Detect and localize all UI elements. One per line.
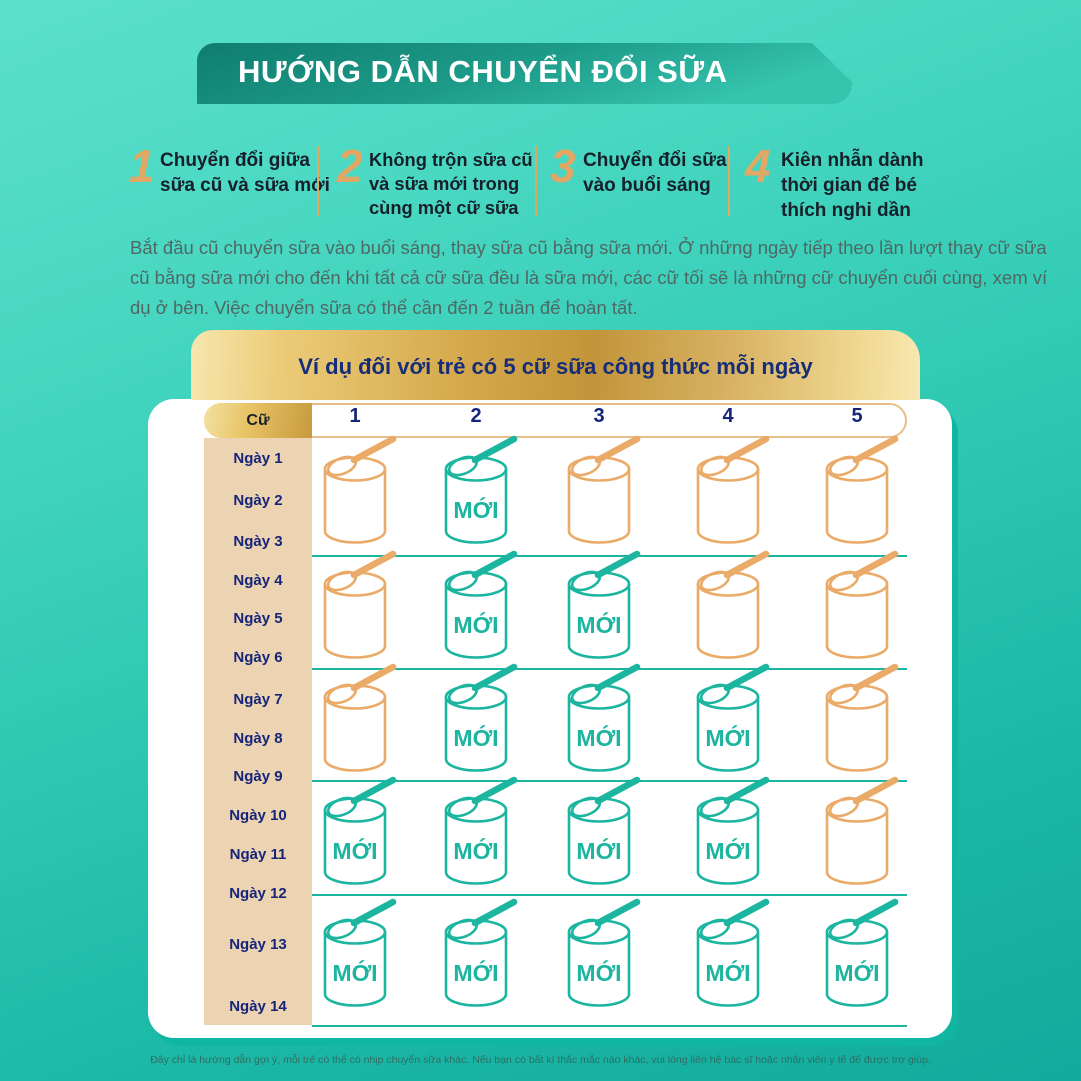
svg-text:MỚI: MỚI <box>453 496 498 523</box>
svg-text:MỚI: MỚI <box>705 837 750 864</box>
svg-text:MỚI: MỚI <box>453 959 498 986</box>
svg-text:MỚI: MỚI <box>576 959 621 986</box>
svg-text:MỚI: MỚI <box>453 724 498 751</box>
svg-text:MỚI: MỚI <box>834 959 879 986</box>
svg-text:MỚI: MỚI <box>332 959 377 986</box>
svg-text:MỚI: MỚI <box>705 724 750 751</box>
svg-text:MỚI: MỚI <box>453 837 498 864</box>
svg-text:MỚI: MỚI <box>576 837 621 864</box>
svg-text:MỚI: MỚI <box>576 611 621 638</box>
svg-text:MỚI: MỚI <box>453 611 498 638</box>
svg-text:MỚI: MỚI <box>705 959 750 986</box>
svg-text:MỚI: MỚI <box>332 837 377 864</box>
svg-text:MỚI: MỚI <box>576 724 621 751</box>
